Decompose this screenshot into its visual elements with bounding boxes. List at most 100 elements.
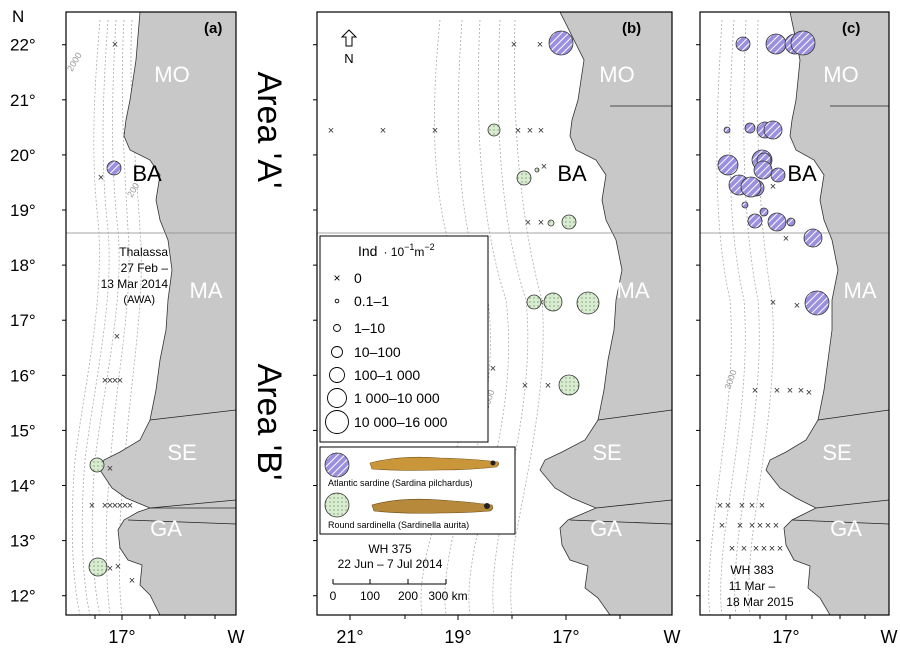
region-se-a: SE xyxy=(167,440,196,465)
species-legend: Atlantic sardine (Sardina pilchardus) Ro… xyxy=(319,446,516,535)
sardinella-symbol xyxy=(324,492,350,518)
cruise-label-a: Thalassa 27 Feb – 13 Mar 2014 (AWA) xyxy=(101,245,169,306)
station-zero: × xyxy=(770,181,776,193)
station-zero: × xyxy=(522,380,528,392)
sardine-station xyxy=(765,33,787,55)
station-zero: × xyxy=(729,543,735,555)
sardine-label: Atlantic sardine (Sardina pilchardus) xyxy=(328,478,473,488)
size-legend: Ind · 10−1m−2 × 0 0.1–1 1–10 10–100 100–1 000 1… xyxy=(319,235,489,443)
station-zero: × xyxy=(432,125,438,137)
sardine-station xyxy=(804,290,830,316)
station-zero: × xyxy=(112,39,118,51)
sardine-station xyxy=(803,228,823,248)
sardine-station xyxy=(770,167,786,183)
station-zero: × xyxy=(759,500,765,512)
station-zero: × xyxy=(770,297,776,309)
station-zero: × xyxy=(114,331,120,343)
station-zero: × xyxy=(112,500,118,512)
panel-a-tag: (a) xyxy=(204,20,222,37)
station-zero: × xyxy=(102,500,108,512)
sardine-station xyxy=(753,160,773,180)
svg-text:Thalassa: Thalassa xyxy=(119,245,168,259)
station-zero: × xyxy=(749,500,755,512)
svg-text:WH 375: WH 375 xyxy=(368,542,412,556)
station-zero: × xyxy=(98,172,104,184)
lat-tick-label: 21° xyxy=(10,91,36,110)
station-zero: × xyxy=(107,463,113,475)
svg-text:18 Mar 2015: 18 Mar 2015 xyxy=(726,595,794,609)
station-zero: × xyxy=(773,520,779,532)
station-zero: × xyxy=(545,380,551,392)
legend-label: 1 000–10 000 xyxy=(354,390,440,406)
land-c xyxy=(765,12,889,615)
sardine-station xyxy=(747,213,763,229)
sardinella-station xyxy=(576,291,600,315)
panel-c: (c) 3000 MO BA MA SE GA WH 383 11 Mar – … xyxy=(699,11,890,616)
station-zero: × xyxy=(725,500,731,512)
station-zero: × xyxy=(115,561,121,573)
sardinella-station xyxy=(534,167,540,173)
station-zero: × xyxy=(765,520,771,532)
svg-text:13 Mar 2014: 13 Mar 2014 xyxy=(101,277,169,291)
svg-text:N: N xyxy=(344,51,353,66)
legend-label: 10 000–16 000 xyxy=(354,414,448,430)
lat-tick-label: 19° xyxy=(10,201,36,220)
station-zero: × xyxy=(490,363,496,375)
station-zero: × xyxy=(541,161,547,173)
panel-b-tag: (b) xyxy=(622,20,641,37)
cruise-label-c: WH 383 11 Mar – 18 Mar 2015 xyxy=(726,563,794,609)
region-mo-a: MO xyxy=(154,62,189,87)
legend-label: 10–100 xyxy=(354,344,401,360)
legend-circle xyxy=(329,367,345,383)
area-a-label: Area 'A' xyxy=(250,72,288,189)
station-zero: × xyxy=(380,125,386,137)
sardine-station xyxy=(744,122,756,134)
west-label: W xyxy=(228,627,245,647)
legend-circle xyxy=(334,298,340,304)
sardinella-station xyxy=(526,294,542,310)
legend-cross: × xyxy=(333,271,340,285)
station-zero: × xyxy=(757,520,763,532)
region-ga-a: GA xyxy=(150,516,182,541)
legend-circle xyxy=(325,410,349,434)
station-zero: × xyxy=(777,543,783,555)
legend-circle xyxy=(331,346,343,358)
axes: 12° 13° 14° 15° 16° 17° 18° 19° 20° 21° 22° N W W W 17°… xyxy=(10,7,898,647)
sardinella-station xyxy=(561,214,577,230)
station-zero: × xyxy=(515,125,521,137)
station-zero: × xyxy=(328,125,334,137)
station-zero: × xyxy=(739,500,745,512)
lat-tick-label: 17° xyxy=(10,311,36,330)
station-zero: × xyxy=(127,500,133,512)
station-zero: × xyxy=(783,233,789,245)
station-zero: × xyxy=(538,125,544,137)
sardinella-station xyxy=(516,170,532,186)
station-zero: × xyxy=(102,375,108,387)
sardine-station xyxy=(548,30,574,56)
sardine-station xyxy=(740,176,762,198)
sardine-station xyxy=(759,207,769,217)
region-ba-c: BA xyxy=(787,161,817,186)
sardinella-station xyxy=(543,292,563,312)
north-arrow: N xyxy=(340,29,358,66)
svg-text:300 km: 300 km xyxy=(428,589,467,603)
station-zero: × xyxy=(112,375,118,387)
sardine-station xyxy=(717,154,739,176)
station-zero: × xyxy=(107,500,113,512)
sardine-station xyxy=(735,36,751,52)
region-ba-b: BA xyxy=(557,161,587,186)
station-zero: × xyxy=(787,385,793,397)
legend-label: 0 xyxy=(354,270,362,286)
sardine-station xyxy=(763,120,783,140)
lat-tick-label: 18° xyxy=(10,256,36,275)
sardine-station xyxy=(767,212,787,232)
svg-text:100: 100 xyxy=(360,589,380,603)
legend-circle xyxy=(327,388,347,408)
west-label: W xyxy=(881,627,898,647)
station-zero: × xyxy=(753,543,759,555)
sardine-station xyxy=(106,160,122,176)
station-zero: × xyxy=(117,500,123,512)
region-ma-b: MA xyxy=(617,278,650,303)
station-zero: × xyxy=(107,563,113,575)
depth-contours-a xyxy=(71,19,142,615)
